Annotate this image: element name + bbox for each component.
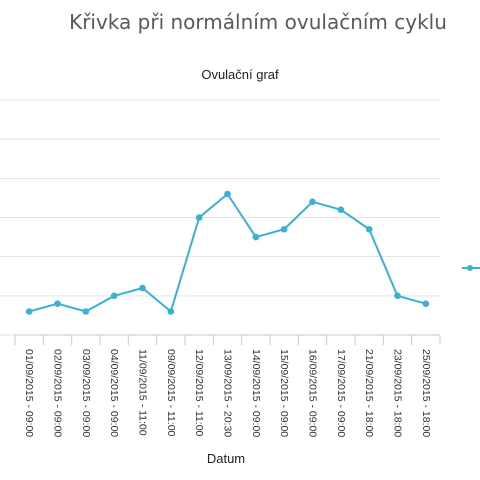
data-point bbox=[309, 198, 316, 206]
x-axis-label: Datum bbox=[207, 451, 245, 466]
legend bbox=[462, 265, 480, 271]
x-tick-label: 01/09/2015 - 09:00 bbox=[23, 349, 35, 437]
grid-lines bbox=[0, 99, 440, 336]
x-tick-label: 21/09/2015 - 18:00 bbox=[363, 349, 375, 437]
x-tick-label: 15/09/2015 - 09:00 bbox=[278, 349, 290, 437]
x-axis bbox=[14, 334, 441, 345]
legend-marker-icon bbox=[467, 265, 473, 271]
data-point bbox=[54, 300, 61, 307]
data-point bbox=[224, 190, 231, 198]
x-tick-label: 16/09/2015 - 09:00 bbox=[307, 349, 319, 437]
data-point bbox=[252, 233, 260, 241]
x-tick-label: 03/09/2015 - 09:00 bbox=[80, 349, 92, 437]
data-point bbox=[167, 308, 175, 315]
data-point bbox=[422, 300, 430, 307]
series-layer bbox=[25, 190, 430, 315]
x-tick-label: 04/09/2015 - 09:00 bbox=[108, 349, 120, 437]
x-tick-label: 13/09/2015 - 20:30 bbox=[222, 349, 234, 437]
x-tick-label: 23/09/2015 - 18:00 bbox=[392, 349, 404, 437]
x-tick-label: 11/09/2015 - 11:00 bbox=[137, 349, 149, 436]
data-point bbox=[337, 206, 345, 213]
data-point bbox=[82, 308, 90, 315]
chart-title: Ovulační graf bbox=[201, 67, 279, 82]
x-tick-label: 09/09/2015 - 11:00 bbox=[165, 349, 177, 437]
x-tick-labels: 01/09/2015 - 09:00 02/09/2015 - 09:00 03/0… bbox=[23, 349, 432, 437]
series-line bbox=[28, 193, 427, 313]
data-point bbox=[365, 225, 373, 233]
x-tick-label: 14/09/2015 - 09:00 bbox=[250, 349, 262, 437]
data-point bbox=[139, 284, 146, 292]
x-tick-label: 12/09/2015 - 11:00 bbox=[193, 349, 205, 437]
x-tick-label: 17/09/2015 - 09:00 bbox=[335, 349, 347, 437]
x-tick-label: 25/09/2015 - 18:00 bbox=[420, 349, 432, 437]
data-point bbox=[25, 308, 33, 315]
data-point bbox=[110, 292, 118, 300]
data-point bbox=[280, 225, 288, 233]
data-point bbox=[394, 292, 401, 300]
x-tick-label: 02/09/2015 - 09:00 bbox=[52, 349, 64, 437]
page-title: Křivka při normálním ovulačním cyklu bbox=[69, 10, 447, 34]
data-point bbox=[195, 214, 203, 221]
